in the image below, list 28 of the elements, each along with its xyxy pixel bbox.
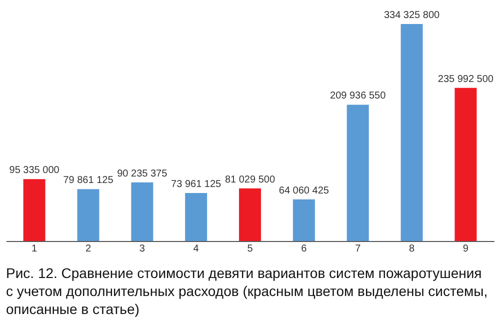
bar — [185, 192, 208, 241]
x-tick-label: 5 — [247, 244, 254, 254]
data-label: 95 335 000 — [9, 165, 60, 176]
data-label: 334 325 800 — [384, 10, 440, 21]
data-label: 79 861 125 — [63, 175, 114, 186]
bar — [23, 179, 46, 241]
x-tick-label: 9 — [462, 244, 469, 254]
data-label: 64 060 425 — [278, 185, 330, 196]
bar — [292, 199, 315, 241]
bar — [131, 182, 154, 241]
data-label: 81 029 500 — [224, 174, 276, 186]
bar — [77, 189, 100, 241]
bar — [400, 24, 423, 241]
x-tick-label: 6 — [301, 244, 308, 254]
data-label: 235 992 500 — [438, 74, 494, 85]
x-tick-label: 4 — [193, 244, 200, 254]
bar — [346, 104, 369, 241]
x-tick-label: 8 — [408, 244, 415, 254]
x-tick-label: 3 — [139, 244, 146, 254]
text: Рис. 12. Сравнение стоимости девяти вариантов систем пожаротушения с учетом дополнительных расходов (красным цветом выделены системы, описанные в статье) — [6, 265, 488, 317]
x-tick-label: 7 — [355, 244, 362, 254]
x-tick-label: 1 — [32, 244, 38, 254]
data-label: 73 961 125 — [171, 178, 222, 190]
bar — [454, 88, 477, 241]
x-tick-label: 2 — [85, 244, 92, 254]
data-label: 209 936 550 — [330, 90, 386, 102]
data-label: 90 235 375 — [117, 168, 168, 180]
bar — [239, 188, 261, 241]
